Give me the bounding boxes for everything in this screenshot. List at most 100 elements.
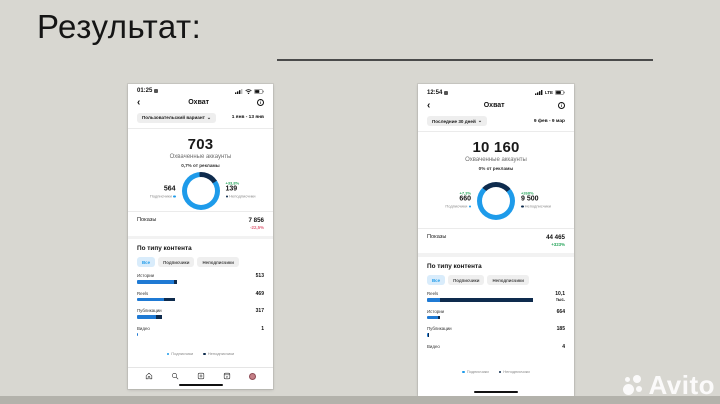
donut-hole [186, 176, 215, 205]
info-icon[interactable]: i [558, 102, 565, 109]
bar-chart [137, 332, 238, 337]
screenshot-phone-right: 12:54 LTE ‹ Охват i Последние 30 дней ⌄ … [418, 84, 574, 396]
impressions-row[interactable]: Показы 7 856 -22,5% [128, 212, 273, 236]
followers-stat: 564 Подписчики [140, 180, 176, 198]
nonfollowers-label: Неподписчики [521, 204, 557, 209]
nonfollowers-delta: +33,8% [225, 180, 240, 186]
content-row-stories: Истории 513 [137, 273, 264, 284]
impressions-label: Показы [137, 217, 157, 224]
period-dropdown[interactable]: Пользовательский вариант ⌄ [137, 112, 217, 123]
lte-label: LTE [544, 90, 553, 95]
app-header: ‹ Охват i [128, 96, 273, 110]
period-dropdown[interactable]: Последние 30 дней ⌄ [427, 116, 488, 126]
title-underline [277, 59, 653, 61]
content-row-video: Видео 1 [137, 326, 264, 337]
date-range: 1 янв - 13 янв [231, 115, 264, 121]
date-range: 9 фев - 9 мар [533, 118, 565, 124]
create-post-icon[interactable] [197, 372, 205, 380]
impressions-delta: +323% [551, 242, 565, 247]
content-row-stories: Истории 664 [427, 309, 565, 319]
section-separator [418, 253, 574, 257]
legend-nonfollowers-dot [203, 352, 206, 356]
chevron-down-icon: ⌄ [477, 117, 483, 124]
tab-followers[interactable]: Подписчики [448, 275, 485, 285]
nonfollowers-stat: +33,8% 139 Неподписчики [225, 180, 262, 198]
bar-chart [137, 297, 238, 302]
bottom-nav-bar [128, 367, 273, 381]
impressions-delta: -22,5% [250, 225, 264, 231]
section-title: По типу контента [137, 245, 192, 253]
tab-bar: Все Подписчики Неподписчики [427, 275, 565, 285]
home-indicator[interactable] [474, 390, 518, 393]
reach-donut-chart [477, 182, 515, 220]
nonfollowers-dot [225, 195, 228, 198]
impressions-row[interactable]: Показы 44 465 +323% [418, 229, 574, 253]
screenshot-phone-left: 01:25 ‹ Охват i Пользовательский вариант… [128, 84, 273, 389]
tab-all[interactable]: Все [427, 275, 446, 285]
status-bar: 12:54 LTE [418, 84, 574, 98]
status-bar: 01:25 [128, 84, 273, 96]
content-row-reels: Reels 10,1 тыс. [427, 291, 565, 302]
nonfollowers-stat: +268% 9 500 Неподписчики [521, 191, 557, 209]
home-indicator[interactable] [178, 384, 223, 386]
divider [418, 228, 574, 229]
ads-share: 0,7% от рекламы [181, 162, 220, 168]
nonfollowers-label: Неподписчики [225, 193, 262, 198]
reach-value: 10 160 [472, 139, 520, 156]
impressions-value: 7 856 [248, 217, 264, 225]
period-dropdown-label: Последние 30 дней [432, 118, 476, 124]
watermark-text: Avito [648, 370, 715, 400]
search-icon[interactable] [171, 372, 179, 380]
divider [128, 211, 273, 213]
content-type-section: По типу контента Все Подписчики Неподпис… [128, 239, 273, 367]
legend-followers-dot [462, 370, 465, 374]
reach-label: Охваченные аккаунты [465, 157, 527, 163]
filter-row: Пользовательский вариант ⌄ 1 янв - 13 ян… [128, 110, 273, 128]
impressions-value: 44 465 [546, 234, 565, 241]
nonfollowers-value: 139 [225, 185, 238, 193]
app-header: ‹ Охват i [418, 98, 574, 113]
chart-legend: Подписчики Неподписчики [137, 345, 264, 367]
back-button[interactable]: ‹ [427, 99, 431, 111]
nonfollowers-value: 9 500 [521, 195, 539, 203]
followers-value: 660 [459, 195, 471, 203]
nonfollowers-dot [521, 205, 524, 208]
tab-all[interactable]: Все [137, 257, 156, 268]
content-type-section: По типу контента Все Подписчики Неподпис… [418, 257, 574, 388]
content-row-reels: Reels 469 [137, 291, 264, 302]
legend-followers-dot [166, 352, 170, 356]
followers-dot [173, 195, 176, 198]
back-button[interactable]: ‹ [137, 96, 141, 108]
tab-nonfollowers[interactable]: Неподписчики [487, 275, 529, 285]
profile-avatar[interactable] [249, 372, 256, 380]
content-row-video: Видео 4 [427, 344, 565, 355]
status-time: 01:25 [137, 88, 153, 95]
ads-share: 0% от рекламы [478, 166, 514, 171]
filter-row: Последние 30 дней ⌄ 9 фев - 9 мар [418, 113, 574, 131]
home-icon[interactable] [145, 372, 153, 380]
avito-logo-icon [623, 375, 644, 396]
bar-chart [427, 298, 539, 302]
impressions-label: Показы [427, 234, 447, 240]
followers-label: Подписчики [140, 193, 176, 198]
reach-summary: 10 160 Охваченные аккаунты 0% от рекламы [418, 132, 574, 171]
content-rows: Reels 10,1 тыс. Истории 664 Публикации 18… [427, 291, 565, 361]
nonfollowers-delta: +268% [521, 190, 534, 196]
section-separator [128, 236, 273, 240]
bar-chart [427, 351, 539, 355]
tab-nonfollowers[interactable]: Неподписчики [197, 257, 239, 268]
reach-summary: 703 Охваченные аккаунты 0,7% от рекламы [128, 129, 273, 168]
reach-value: 703 [187, 135, 214, 153]
chevron-down-icon: ⌄ [206, 114, 212, 121]
period-dropdown-label: Пользовательский вариант [142, 115, 205, 121]
reels-icon[interactable] [223, 372, 231, 380]
info-icon[interactable]: i [257, 99, 264, 107]
followers-dot [468, 205, 471, 208]
reach-label: Охваченные аккаунты [169, 153, 232, 160]
battery-icon [555, 90, 565, 95]
tab-followers[interactable]: Подписчики [158, 257, 195, 268]
followers-delta: +7,3% [459, 190, 471, 196]
signal-icon [534, 90, 543, 95]
wifi-icon [245, 89, 252, 94]
